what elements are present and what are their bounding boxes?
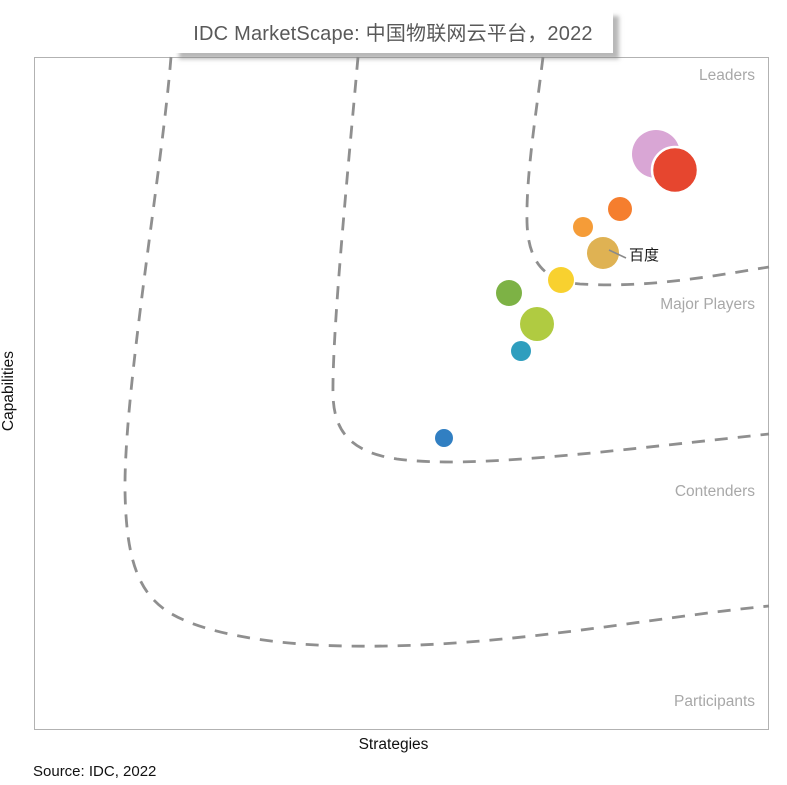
boundary-leaders [525, 56, 770, 287]
baidu-annotation-line [608, 249, 627, 259]
y-axis-label: Capabilities [0, 350, 17, 432]
bubble-baidu [587, 237, 619, 269]
chart-title: IDC MarketScape: 中国物联网云平台，2022 [193, 23, 593, 45]
boundary-contenders [123, 56, 770, 648]
bubble [573, 217, 593, 237]
region-label-contenders: Contenders [674, 483, 755, 500]
bubble [435, 429, 453, 447]
region-label-major-players: Major Players [660, 296, 755, 313]
region-label-leaders: Leaders [698, 67, 755, 84]
bubble [520, 307, 554, 341]
source-note: Source: IDC, 2022 [33, 763, 157, 780]
bubble-label-baidu: 百度 [629, 246, 660, 264]
bubble [496, 280, 522, 306]
chart-title-box: IDC MarketScape: 中国物联网云平台，2022 [173, 10, 613, 53]
bubble [548, 267, 574, 293]
bubble [650, 145, 700, 195]
region-label-participants: Participants [674, 693, 755, 710]
x-axis-label: Strategies [358, 736, 429, 753]
bubble [608, 197, 632, 221]
boundary-major-players [331, 56, 770, 464]
bubble [511, 341, 531, 361]
